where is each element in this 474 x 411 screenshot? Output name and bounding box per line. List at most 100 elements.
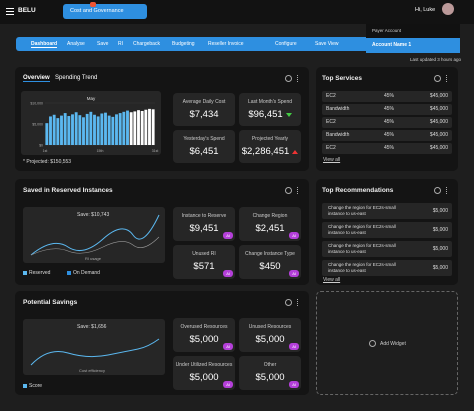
stat-box: Yesterday's Spend $6,451 <box>173 130 235 163</box>
add-widget[interactable]: Add Widget <box>316 291 458 395</box>
stat-box: Average Daily Cost $7,434 <box>173 93 235 126</box>
service-row: EC2 45% $45,000 <box>322 117 452 128</box>
stat-box: Other $5,000 AI <box>239 356 301 390</box>
more-icon[interactable] <box>297 299 298 306</box>
service-name: EC2 <box>326 93 336 99</box>
ai-badge: AI <box>223 270 233 277</box>
view-all[interactable]: View all <box>323 277 341 283</box>
stat-box: Unused Resources $5,000 AI <box>239 318 301 352</box>
stat-label: Under Utilized Resources <box>175 362 233 368</box>
service-name: EC2 <box>326 145 336 151</box>
help-icon[interactable] <box>434 75 441 82</box>
x-label: RI usage <box>85 256 102 261</box>
service-pct: 45% <box>384 106 395 112</box>
card-title: Saved in Reserved Instances <box>23 187 113 194</box>
stat-box: Change Instance Type $450 AI <box>239 245 301 279</box>
ai-badge: AI <box>223 232 233 239</box>
nav-item[interactable]: Budgeting <box>172 41 195 47</box>
y-tick-label: $0 <box>39 144 43 148</box>
service-amount: $45,000 <box>429 132 448 138</box>
tab[interactable]: Overview <box>23 75 50 82</box>
service-pct: 45% <box>384 93 395 99</box>
bar <box>111 116 115 145</box>
bar <box>151 109 155 145</box>
brand: BELU <box>18 7 36 14</box>
help-icon[interactable] <box>285 75 292 82</box>
reserved-line <box>30 214 160 256</box>
stat-value: $5,000 <box>189 334 219 345</box>
stat-value: $9,451 <box>189 223 219 234</box>
stat-value: $5,000 <box>189 372 219 383</box>
module-select[interactable]: Cost and Governance <box>63 4 147 19</box>
bar <box>96 116 100 145</box>
service-amount: $45,000 <box>429 145 448 151</box>
bar <box>45 123 49 145</box>
recommendations-card: Top Recommendations Change the region fo… <box>316 179 458 285</box>
more-icon[interactable] <box>297 75 298 82</box>
bar <box>71 114 74 145</box>
account-label: Payer Account <box>372 28 402 33</box>
stat-value: $7,434 <box>189 109 219 120</box>
y-tick-label: $5,000 <box>32 123 43 127</box>
service-amount: $45,000 <box>429 106 448 112</box>
tab[interactable]: Spending Trend <box>55 75 98 81</box>
nav-item[interactable]: Chargeback <box>133 41 160 47</box>
nav-item[interactable]: Dashboard <box>31 41 58 48</box>
account-name[interactable]: Account Name 1 <box>366 38 460 53</box>
service-name: Bandwidth <box>326 132 350 138</box>
configure[interactable]: Configure <box>275 41 297 47</box>
help-icon[interactable] <box>285 187 292 194</box>
bar <box>93 114 96 145</box>
legend-swatch <box>23 384 27 388</box>
bar <box>78 115 82 145</box>
x-label: Cost efficiency <box>79 368 105 373</box>
services-card: Top Services EC2 45% $45,000 Bandwidth 45% $4… <box>316 67 458 171</box>
nav-item[interactable]: Save <box>97 41 109 47</box>
recommendation-row: Change the region for EC2s-small instanc… <box>322 241 452 257</box>
view-all[interactable]: View all <box>323 157 341 163</box>
stat-label: Unused RI <box>192 251 216 257</box>
nav-item[interactable]: Analyse <box>67 41 85 47</box>
bar <box>118 113 122 145</box>
stat-label: Change Region <box>252 213 288 219</box>
legend-item: Score <box>29 383 43 389</box>
menu-icon[interactable] <box>6 8 14 9</box>
stat-label: Unused Resources <box>248 324 292 330</box>
legend-item: Reserved <box>29 270 51 276</box>
help-icon[interactable] <box>434 187 441 194</box>
more-icon[interactable] <box>446 75 447 82</box>
trend-icon <box>285 113 292 117</box>
avatar[interactable] <box>442 3 454 15</box>
recommendation-text: Change the region for EC2s-small instanc… <box>328 262 396 273</box>
bar <box>144 109 148 145</box>
recommendation-amount: $5,000 <box>432 246 448 252</box>
stat-label: Change Instance Type <box>245 251 295 257</box>
card-title: Potential Savings <box>23 299 78 306</box>
more-icon[interactable] <box>297 187 298 194</box>
service-row: EC2 45% $45,000 <box>322 143 452 154</box>
bar <box>137 110 140 145</box>
recommendation-row: Change the region for EC2s-small instanc… <box>322 203 452 219</box>
bar <box>115 114 118 145</box>
trend-icon <box>292 150 299 154</box>
service-pct: 45% <box>384 132 395 138</box>
recommendation-row: Change the region for EC2s-small instanc… <box>322 222 452 238</box>
account-panel: Payer Account Account Name 1 <box>366 24 460 53</box>
ai-badge: AI <box>223 381 233 388</box>
ai-badge: AI <box>289 232 299 239</box>
legend-swatch <box>67 271 71 275</box>
add-icon <box>369 340 376 347</box>
card-title: Top Services <box>322 75 362 82</box>
bar <box>140 110 144 145</box>
help-icon[interactable] <box>285 299 292 306</box>
save-view[interactable]: Save View <box>315 41 339 47</box>
stat-label: Last Month's Spend <box>247 99 293 105</box>
nav-item[interactable]: Reseller Invoice <box>208 41 244 47</box>
overview-card: Overview Spending Trend May $10,000 $5,000 $0… <box>15 67 309 171</box>
nav-item[interactable]: RI <box>118 41 123 47</box>
bar <box>85 113 89 145</box>
greeting: Hi, Luke <box>415 7 436 13</box>
more-icon[interactable] <box>446 187 447 194</box>
recommendation-row: Change the region for EC2s-small instanc… <box>322 260 452 276</box>
